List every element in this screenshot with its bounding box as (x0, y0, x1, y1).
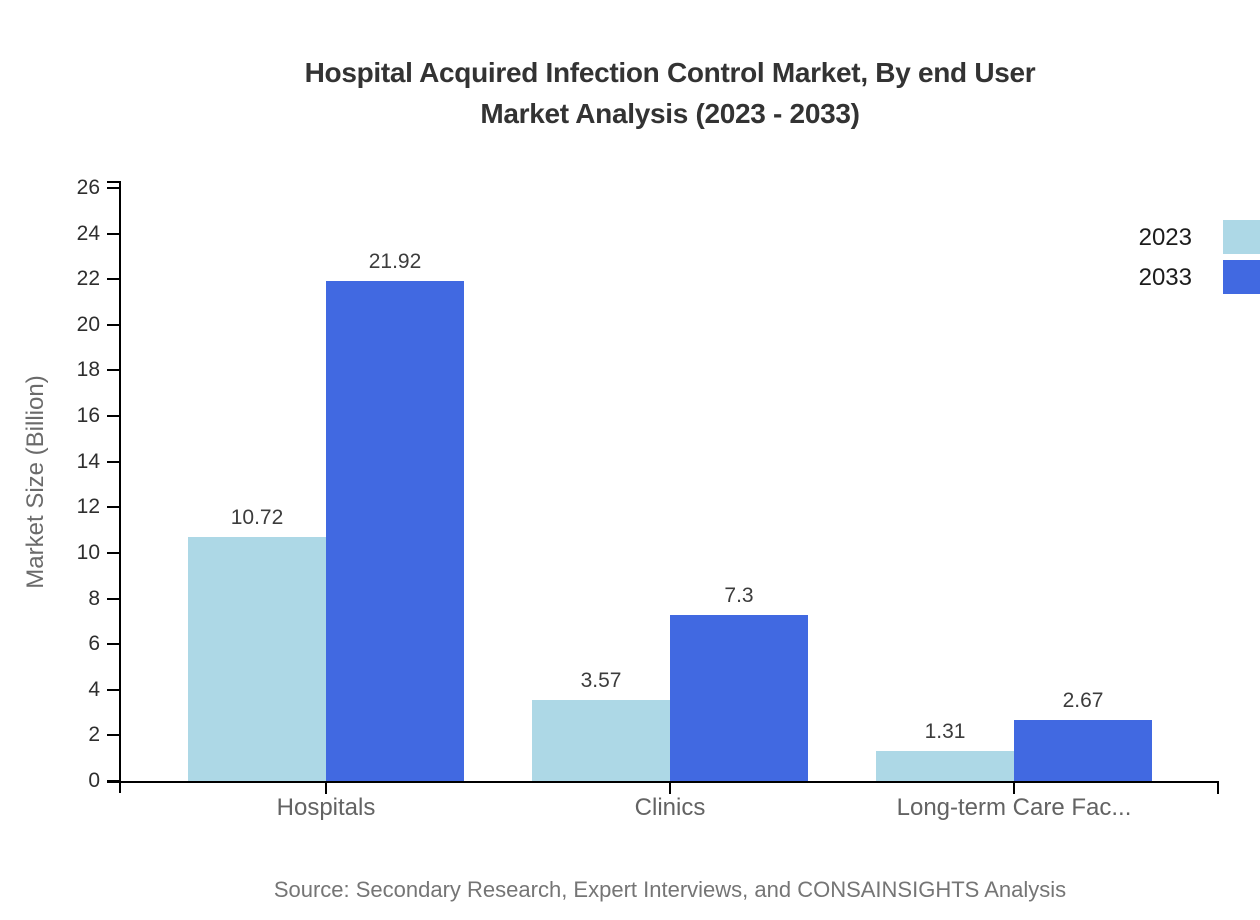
bar-2033 (670, 615, 808, 781)
y-tick (107, 369, 119, 372)
y-tick (107, 460, 119, 463)
y-tick-label: 20 (76, 312, 100, 336)
source-note: Source: Secondary Research, Expert Inter… (273, 877, 1067, 902)
chart-title-line2: Market Analysis (2023 - 2033) (480, 98, 860, 129)
y-tick (107, 734, 119, 737)
y-tick (107, 232, 119, 235)
legend-swatch (1223, 260, 1260, 294)
x-tick (325, 782, 327, 794)
y-tick (107, 597, 119, 600)
y-tick-label: 16 (76, 404, 100, 428)
legend-label: 2023 (1138, 224, 1192, 251)
bar-value-label: 3.57 (580, 669, 622, 692)
y-tick-label: 6 (88, 632, 100, 656)
y-tick-label: 8 (88, 586, 100, 610)
chart-title-line1: Hospital Acquired Infection Control Mark… (304, 57, 1036, 88)
y-tick (107, 551, 119, 554)
chart-title: Hospital Acquired Infection Control Mark… (90, 52, 1250, 134)
x-axis-end-cap (1217, 782, 1219, 794)
bar-2023 (876, 751, 1014, 781)
bar-2033 (1014, 720, 1152, 781)
x-tick (669, 782, 671, 794)
x-category-label: Hospitals (276, 794, 376, 821)
legend-item-2023: 2023 (1030, 218, 1260, 258)
bar-2033 (326, 281, 464, 781)
legend: 2023 2033 (1030, 218, 1260, 298)
x-axis-line (107, 781, 1219, 783)
y-tick-label: 24 (76, 221, 100, 245)
bar-2023 (532, 700, 670, 781)
legend-swatch (1223, 220, 1260, 254)
bar-value-label: 10.72 (230, 506, 284, 529)
legend-item-2033: 2033 (1030, 258, 1260, 298)
y-tick (107, 323, 119, 326)
y-tick-label: 10 (76, 540, 100, 564)
x-category-label: Clinics (634, 794, 706, 821)
y-tick (107, 506, 119, 509)
bar-value-label: 2.67 (1062, 689, 1104, 712)
y-axis-line (119, 181, 121, 793)
bar-value-label: 1.31 (924, 720, 966, 743)
y-tick (107, 278, 119, 281)
bar-value-label: 7.3 (724, 584, 754, 607)
y-tick (107, 643, 119, 646)
y-tick-label: 12 (76, 495, 100, 519)
y-tick-label: 18 (76, 358, 100, 382)
y-tick (107, 187, 119, 189)
y-tick (107, 780, 119, 782)
y-tick-label: 2 (88, 723, 100, 747)
bar-value-label: 21.92 (368, 250, 422, 273)
bar-2023 (188, 537, 326, 781)
y-tick-label: 26 (76, 176, 100, 199)
y-tick (107, 688, 119, 691)
y-tick-label: 4 (88, 677, 100, 701)
y-tick-label: 14 (76, 449, 100, 473)
x-tick (1013, 782, 1015, 794)
x-category-label: Long-term Care Fac... (896, 794, 1132, 821)
y-axis-end-cap (107, 181, 119, 183)
y-tick-label: 22 (76, 267, 100, 291)
y-tick (107, 415, 119, 418)
legend-label: 2033 (1138, 264, 1192, 291)
y-tick-label: 0 (88, 769, 100, 792)
